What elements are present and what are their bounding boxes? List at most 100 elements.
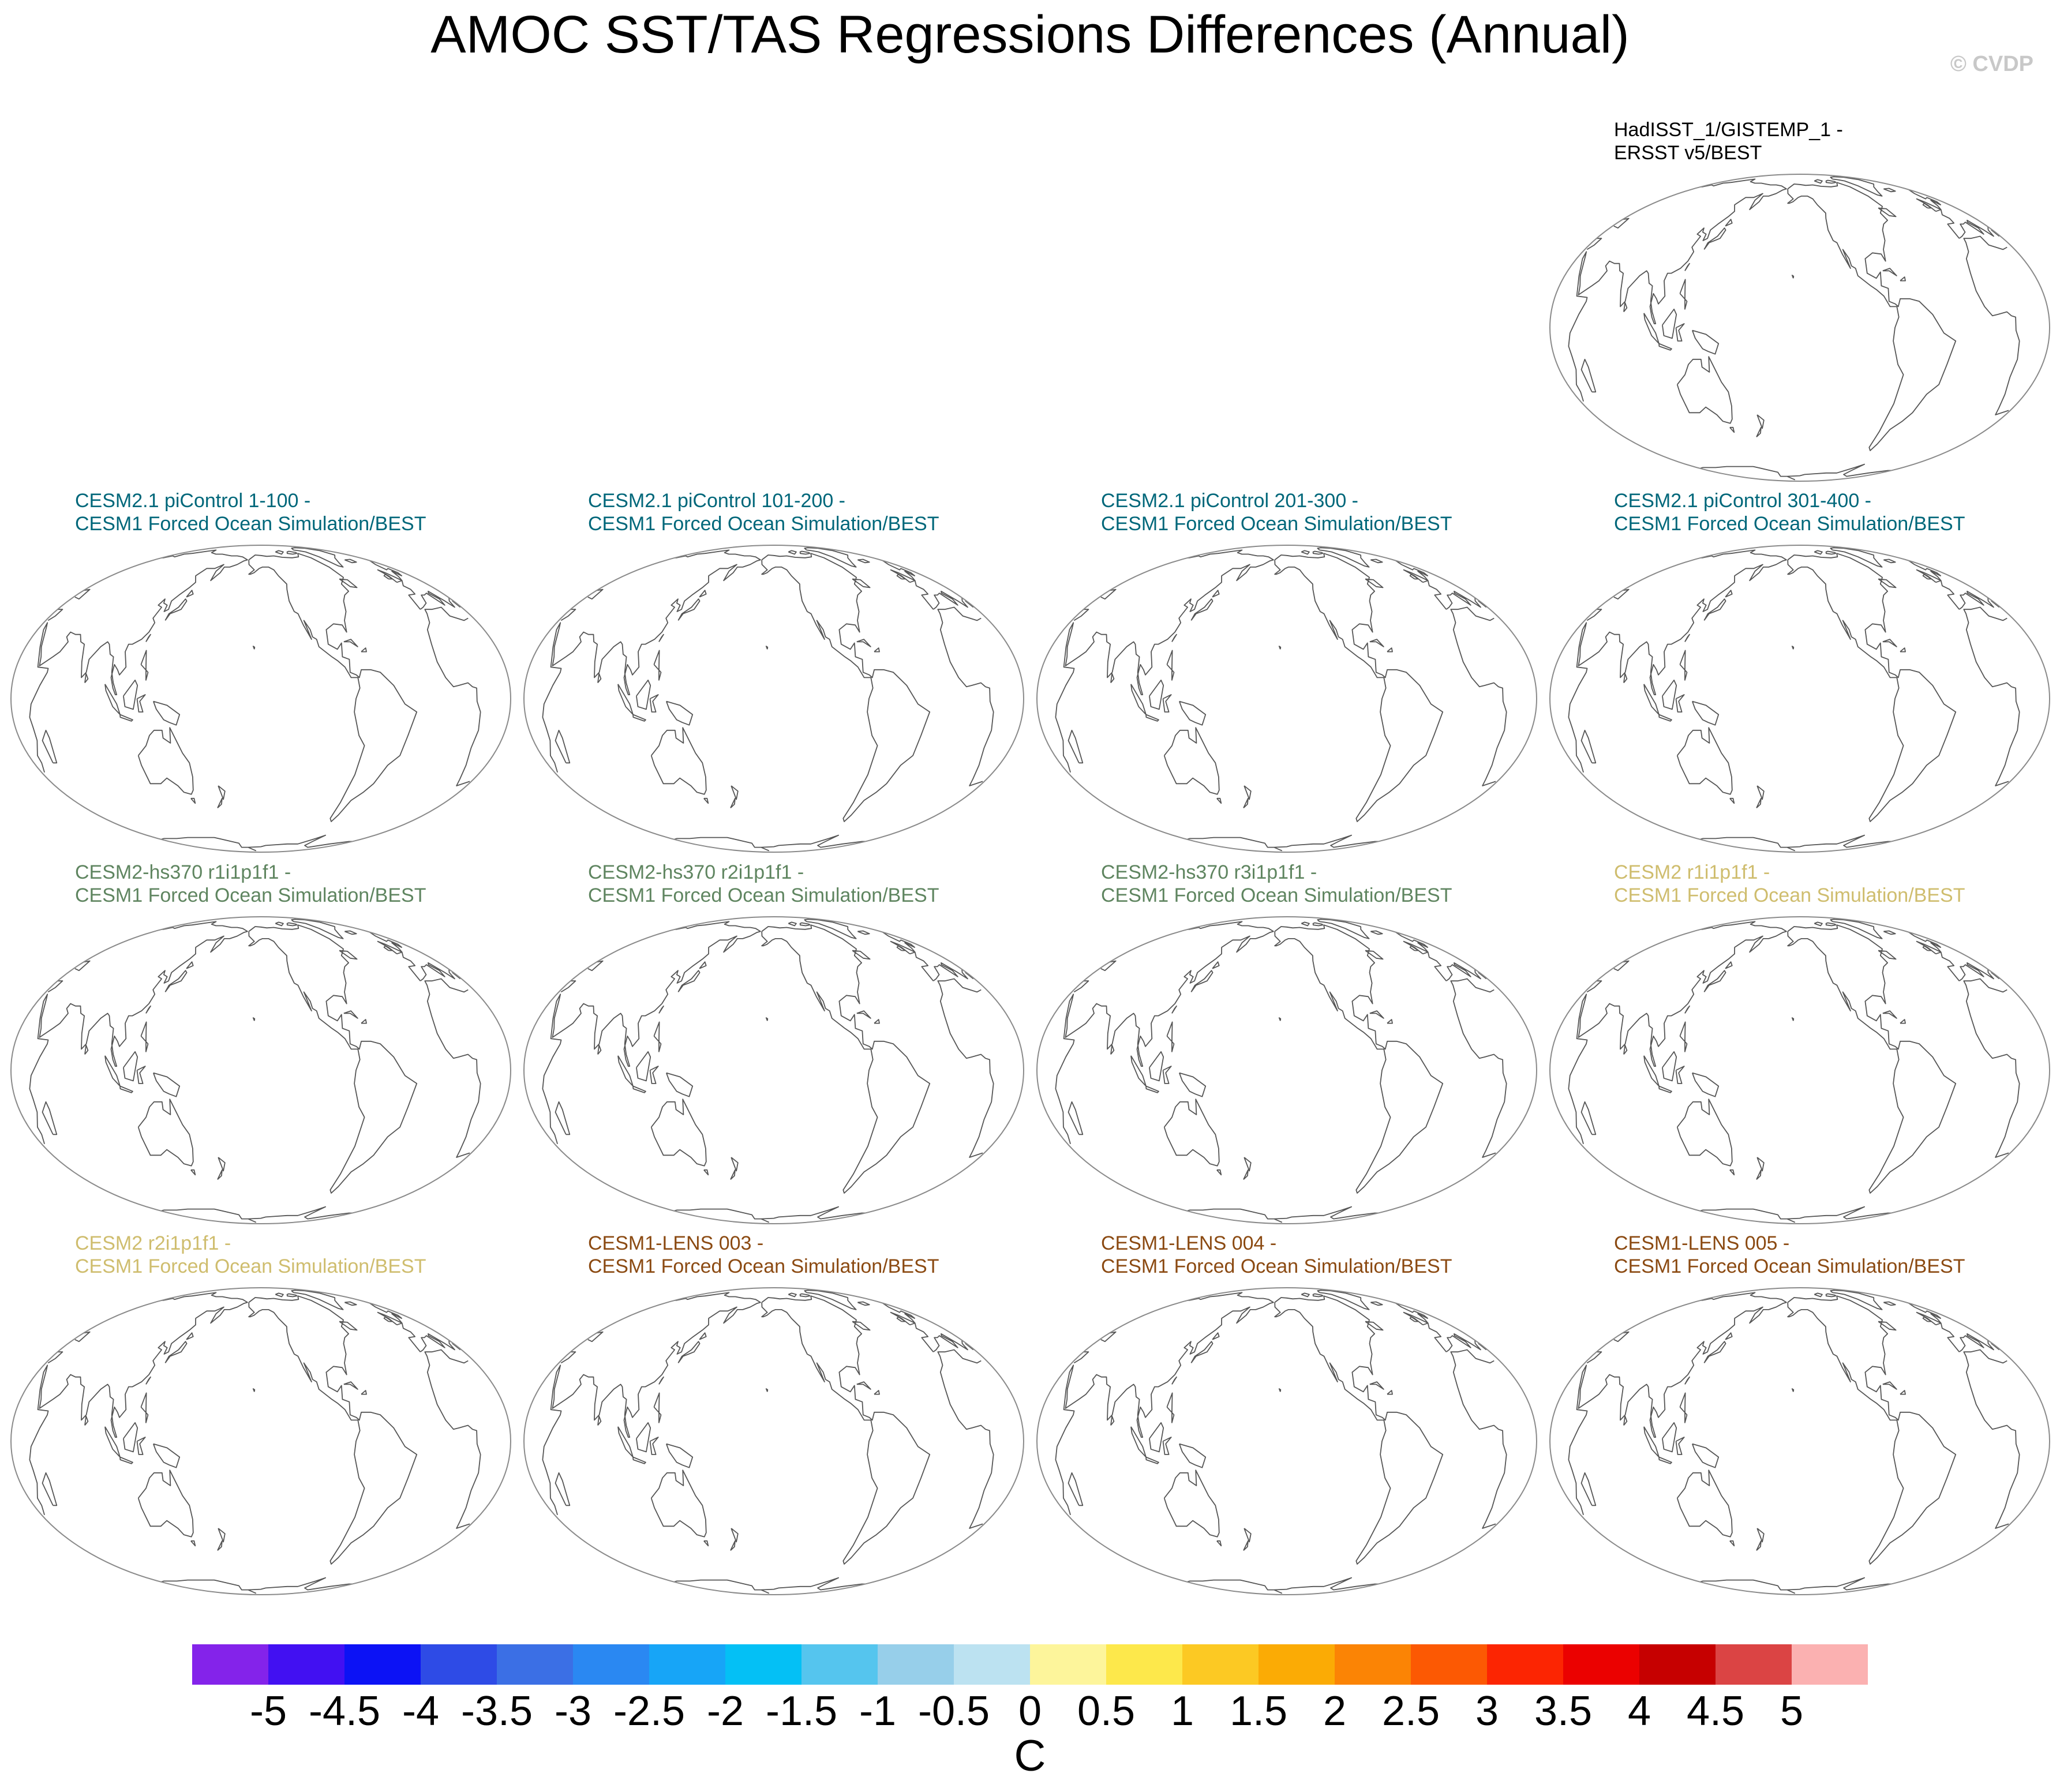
- coastline-outline: [1568, 919, 2020, 1223]
- panel-title-line2: CESM1 Forced Ocean Simulation/BEST: [75, 1255, 426, 1277]
- map-border: [1549, 174, 2050, 482]
- panel-title: HadISST_1/GISTEMP_1 - ERSST v5/BEST: [1614, 118, 1843, 164]
- map-panel-2: CESM2.1 piControl 1-100 - CESM1 Forced Oc…: [10, 489, 518, 858]
- map-panel-3: CESM2.1 piControl 101-200 - CESM1 Forced …: [523, 489, 1031, 858]
- map-border: [1036, 545, 1537, 853]
- colorbar-box-12: [1106, 1644, 1183, 1685]
- colorbar-tick-label: 1.5: [1229, 1688, 1288, 1734]
- colorbar-box-19: [1639, 1644, 1716, 1685]
- panel-title-line2: CESM1 Forced Ocean Simulation/BEST: [588, 513, 939, 535]
- map-panel-12: CESM1-LENS 004 - CESM1 Forced Ocean Simul…: [1036, 1232, 1544, 1601]
- panel-title: CESM2-hs370 r1i1p1f1 - CESM1 Forced Ocean…: [75, 861, 426, 907]
- world-map: [1549, 1287, 2050, 1595]
- map-border: [523, 545, 1024, 853]
- map-border: [10, 545, 511, 853]
- colorbar-tick-label: 1: [1170, 1688, 1194, 1734]
- world-map: [523, 545, 1024, 853]
- map-border: [1549, 1287, 2050, 1595]
- coastline-outline: [29, 1289, 481, 1594]
- colorbar-tick-label: 2: [1323, 1688, 1347, 1734]
- world-map: [10, 545, 511, 853]
- world-map: [10, 1287, 511, 1595]
- map-panel-6: CESM2-hs370 r1i1p1f1 - CESM1 Forced Ocean…: [10, 861, 518, 1230]
- colorbar-tick-label: -3: [554, 1688, 592, 1734]
- colorbar-box-3: [421, 1644, 497, 1685]
- map-border: [10, 1287, 511, 1595]
- panel-title-line2: CESM1 Forced Ocean Simulation/BEST: [1614, 884, 1965, 906]
- panel-title-line1: CESM2.1 piControl 201-300 -: [1101, 490, 1359, 512]
- world-map: [1036, 1287, 1537, 1595]
- panel-title: CESM2.1 piControl 101-200 - CESM1 Forced …: [588, 489, 939, 535]
- panel-title-line2: CESM1 Forced Ocean Simulation/BEST: [588, 884, 939, 906]
- map-border: [1036, 1287, 1537, 1595]
- coastline-outline: [542, 547, 994, 852]
- colorbar-box-7: [725, 1644, 802, 1685]
- colorbar-box-10: [954, 1644, 1031, 1685]
- panel-title-line2: CESM1 Forced Ocean Simulation/BEST: [75, 884, 426, 906]
- panel-title: CESM2.1 piControl 301-400 - CESM1 Forced …: [1614, 489, 1965, 535]
- map-panel-13: CESM1-LENS 005 - CESM1 Forced Ocean Simul…: [1549, 1232, 2057, 1601]
- colorbar-tick-label: -4.5: [308, 1688, 381, 1734]
- panel-title-line1: CESM2.1 piControl 301-400 -: [1614, 490, 1872, 512]
- panel-title: CESM2-hs370 r2i1p1f1 - CESM1 Forced Ocean…: [588, 861, 939, 907]
- coastline-outline: [29, 547, 481, 852]
- panel-title: CESM1-LENS 003 - CESM1 Forced Ocean Simul…: [588, 1232, 939, 1278]
- map-border: [1549, 545, 2050, 853]
- colorbar-tick-label: 0.5: [1077, 1688, 1136, 1734]
- colorbar-tick-label: 4.5: [1686, 1688, 1745, 1734]
- coastline-outline: [1568, 547, 2020, 852]
- panel-title-line2: CESM1 Forced Ocean Simulation/BEST: [1614, 513, 1965, 535]
- colorbar-tick-label: -2: [706, 1688, 744, 1734]
- panel-title-line1: CESM2.1 piControl 1-100 -: [75, 490, 311, 512]
- map-panel-7: CESM2-hs370 r2i1p1f1 - CESM1 Forced Ocean…: [523, 861, 1031, 1230]
- coastline-outline: [542, 919, 994, 1223]
- panel-title-line1: HadISST_1/GISTEMP_1 -: [1614, 119, 1843, 141]
- map-border: [10, 916, 511, 1224]
- colorbar-tick-label: 5: [1780, 1688, 1804, 1734]
- colorbar-box-6: [649, 1644, 726, 1685]
- panel-title: CESM2-hs370 r3i1p1f1 - CESM1 Forced Ocean…: [1101, 861, 1452, 907]
- colorbar-tick-label: -1.5: [765, 1688, 838, 1734]
- colorbar-units: C: [1014, 1731, 1046, 1780]
- colorbar-box-21: [1792, 1644, 1868, 1685]
- map-border: [523, 916, 1024, 1224]
- colorbar-tick-label: 3: [1475, 1688, 1499, 1734]
- world-map: [523, 916, 1024, 1224]
- world-map: [1036, 545, 1537, 853]
- panel-title-line2: CESM1 Forced Ocean Simulation/BEST: [1614, 1255, 1965, 1277]
- map-panel-5: CESM2.1 piControl 301-400 - CESM1 Forced …: [1549, 489, 2057, 858]
- coastline-outline: [1055, 547, 1507, 852]
- colorbar-box-17: [1487, 1644, 1564, 1685]
- copyright-mark: © CVDP: [1950, 52, 2033, 76]
- coastline-outline: [542, 1289, 994, 1594]
- panel-title-line1: CESM2-hs370 r2i1p1f1 -: [588, 861, 804, 883]
- colorbar-box-0: [192, 1644, 269, 1685]
- colorbar-box-5: [573, 1644, 650, 1685]
- panel-title: CESM2.1 piControl 201-300 - CESM1 Forced …: [1101, 489, 1452, 535]
- colorbar-tick-label: 4: [1627, 1688, 1651, 1734]
- colorbar-box-18: [1563, 1644, 1640, 1685]
- map-panel-8: CESM2-hs370 r3i1p1f1 - CESM1 Forced Ocean…: [1036, 861, 1544, 1230]
- colorbar-tick-label: 2.5: [1381, 1688, 1440, 1734]
- colorbar-box-13: [1182, 1644, 1259, 1685]
- colorbar-box-2: [344, 1644, 421, 1685]
- panel-title-line1: CESM2.1 piControl 101-200 -: [588, 490, 846, 512]
- map-panel-4: CESM2.1 piControl 201-300 - CESM1 Forced …: [1036, 489, 1544, 858]
- coastline-outline: [1055, 1289, 1507, 1594]
- map-border: [1549, 916, 2050, 1224]
- panel-title-line1: CESM1-LENS 005 -: [1614, 1232, 1790, 1254]
- colorbar-tick-label: 3.5: [1534, 1688, 1593, 1734]
- world-map: [1549, 916, 2050, 1224]
- map-border: [1036, 916, 1537, 1224]
- panel-title-line1: CESM2 r2i1p1f1 -: [75, 1232, 231, 1254]
- map-panel-1: HadISST_1/GISTEMP_1 - ERSST v5/BEST: [1549, 118, 2057, 488]
- colorbar-tick-label: -0.5: [917, 1688, 990, 1734]
- panel-title-line1: CESM2-hs370 r1i1p1f1 -: [75, 861, 291, 883]
- panel-title-line2: ERSST v5/BEST: [1614, 142, 1762, 164]
- colorbar-box-11: [1030, 1644, 1107, 1685]
- colorbar-box-15: [1335, 1644, 1411, 1685]
- map-panel-10: CESM2 r2i1p1f1 - CESM1 Forced Ocean Simul…: [10, 1232, 518, 1601]
- panel-title: CESM2 r2i1p1f1 - CESM1 Forced Ocean Simul…: [75, 1232, 426, 1278]
- colorbar-box-14: [1259, 1644, 1335, 1685]
- panel-title-line2: CESM1 Forced Ocean Simulation/BEST: [588, 1255, 939, 1277]
